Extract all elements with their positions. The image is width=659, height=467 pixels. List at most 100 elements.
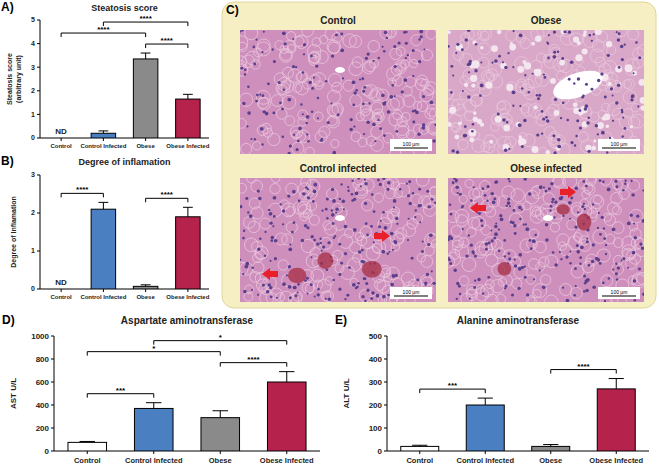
nucleus (448, 259, 451, 262)
vacuole (531, 146, 538, 153)
nucleus (419, 221, 421, 223)
cell (240, 93, 253, 106)
nucleus (393, 240, 395, 242)
nucleus (471, 250, 474, 253)
cell (451, 185, 461, 195)
nucleus (362, 103, 365, 106)
x-tick (616, 451, 617, 454)
cell (309, 52, 320, 63)
nucleus (387, 253, 389, 255)
nucleus (577, 77, 580, 80)
cell (297, 71, 308, 82)
nucleus (252, 46, 255, 49)
nucleus (244, 68, 247, 71)
nucleus (423, 49, 425, 51)
data-group (401, 379, 635, 451)
nucleus (321, 210, 323, 212)
nucleus (261, 94, 264, 97)
nucleus (459, 193, 462, 196)
nucleus (312, 200, 314, 202)
nucleus (563, 30, 566, 33)
y-axis-label: Steatosis score (6, 53, 13, 105)
arrow (374, 230, 390, 242)
cell (525, 190, 538, 203)
y-axis-line (40, 20, 41, 138)
vacuole (522, 60, 526, 64)
bar (91, 209, 116, 289)
cell (251, 180, 263, 192)
nucleus (381, 250, 385, 254)
nucleus (470, 244, 473, 247)
y-tick (384, 451, 387, 452)
y-tick (51, 405, 54, 406)
cell (240, 262, 248, 275)
nucleus (405, 57, 407, 59)
nucleus (339, 198, 341, 200)
nucleus (382, 295, 386, 299)
nucleus (407, 194, 410, 197)
nucleus (554, 263, 558, 267)
nucleus (633, 222, 635, 224)
nucleus (560, 258, 562, 260)
y-tick-label: 0 (31, 134, 35, 141)
nucleus (272, 111, 275, 114)
nucleus (287, 98, 291, 102)
nucleus (452, 74, 454, 76)
nucleus (310, 55, 313, 58)
cell (556, 202, 570, 216)
nucleus (601, 131, 605, 135)
nucleus (311, 256, 313, 258)
nucleus (622, 189, 625, 192)
nucleus (408, 180, 411, 183)
bar (176, 217, 201, 289)
vessel (335, 67, 345, 73)
nucleus (271, 48, 273, 50)
nucleus (287, 152, 290, 154)
nucleus (249, 214, 253, 218)
cell (260, 291, 274, 302)
cell (593, 195, 602, 204)
cell (256, 42, 270, 56)
nucleus (331, 54, 334, 57)
nucleus (507, 197, 510, 200)
cell (464, 100, 476, 112)
chart-title: Steatosis score (91, 3, 158, 13)
bar (466, 405, 504, 451)
nucleus (550, 205, 553, 208)
cell (586, 254, 598, 266)
cell (401, 272, 414, 285)
vacuole (638, 79, 644, 86)
nucleus (592, 203, 594, 205)
nucleus (508, 180, 510, 182)
cell (545, 295, 558, 302)
nucleus (532, 239, 536, 243)
nucleus (314, 296, 316, 298)
nucleus (559, 251, 561, 253)
nucleus (378, 57, 381, 60)
nucleus (457, 283, 459, 285)
nucleus (282, 31, 286, 35)
x-tick (187, 138, 188, 141)
nucleus (464, 38, 468, 42)
x-tick-label: Obese Infected (589, 456, 643, 465)
nucleus (263, 31, 265, 33)
scale-bar (394, 295, 428, 296)
nucleus (240, 30, 241, 32)
nucleus (392, 249, 394, 251)
nucleus (512, 90, 516, 94)
nucleus (395, 217, 398, 220)
cell (294, 36, 304, 46)
vacuole (472, 41, 476, 45)
nucleus (355, 191, 359, 195)
nucleus (372, 60, 374, 62)
nucleus (569, 262, 571, 264)
error-bar (146, 403, 161, 409)
nucleus (320, 139, 323, 142)
nucleus (553, 55, 557, 59)
vacuole (469, 137, 474, 142)
nucleus (494, 225, 497, 228)
nucleus (335, 33, 338, 36)
nucleus (551, 201, 554, 204)
cell (529, 259, 540, 270)
cell (613, 255, 623, 265)
